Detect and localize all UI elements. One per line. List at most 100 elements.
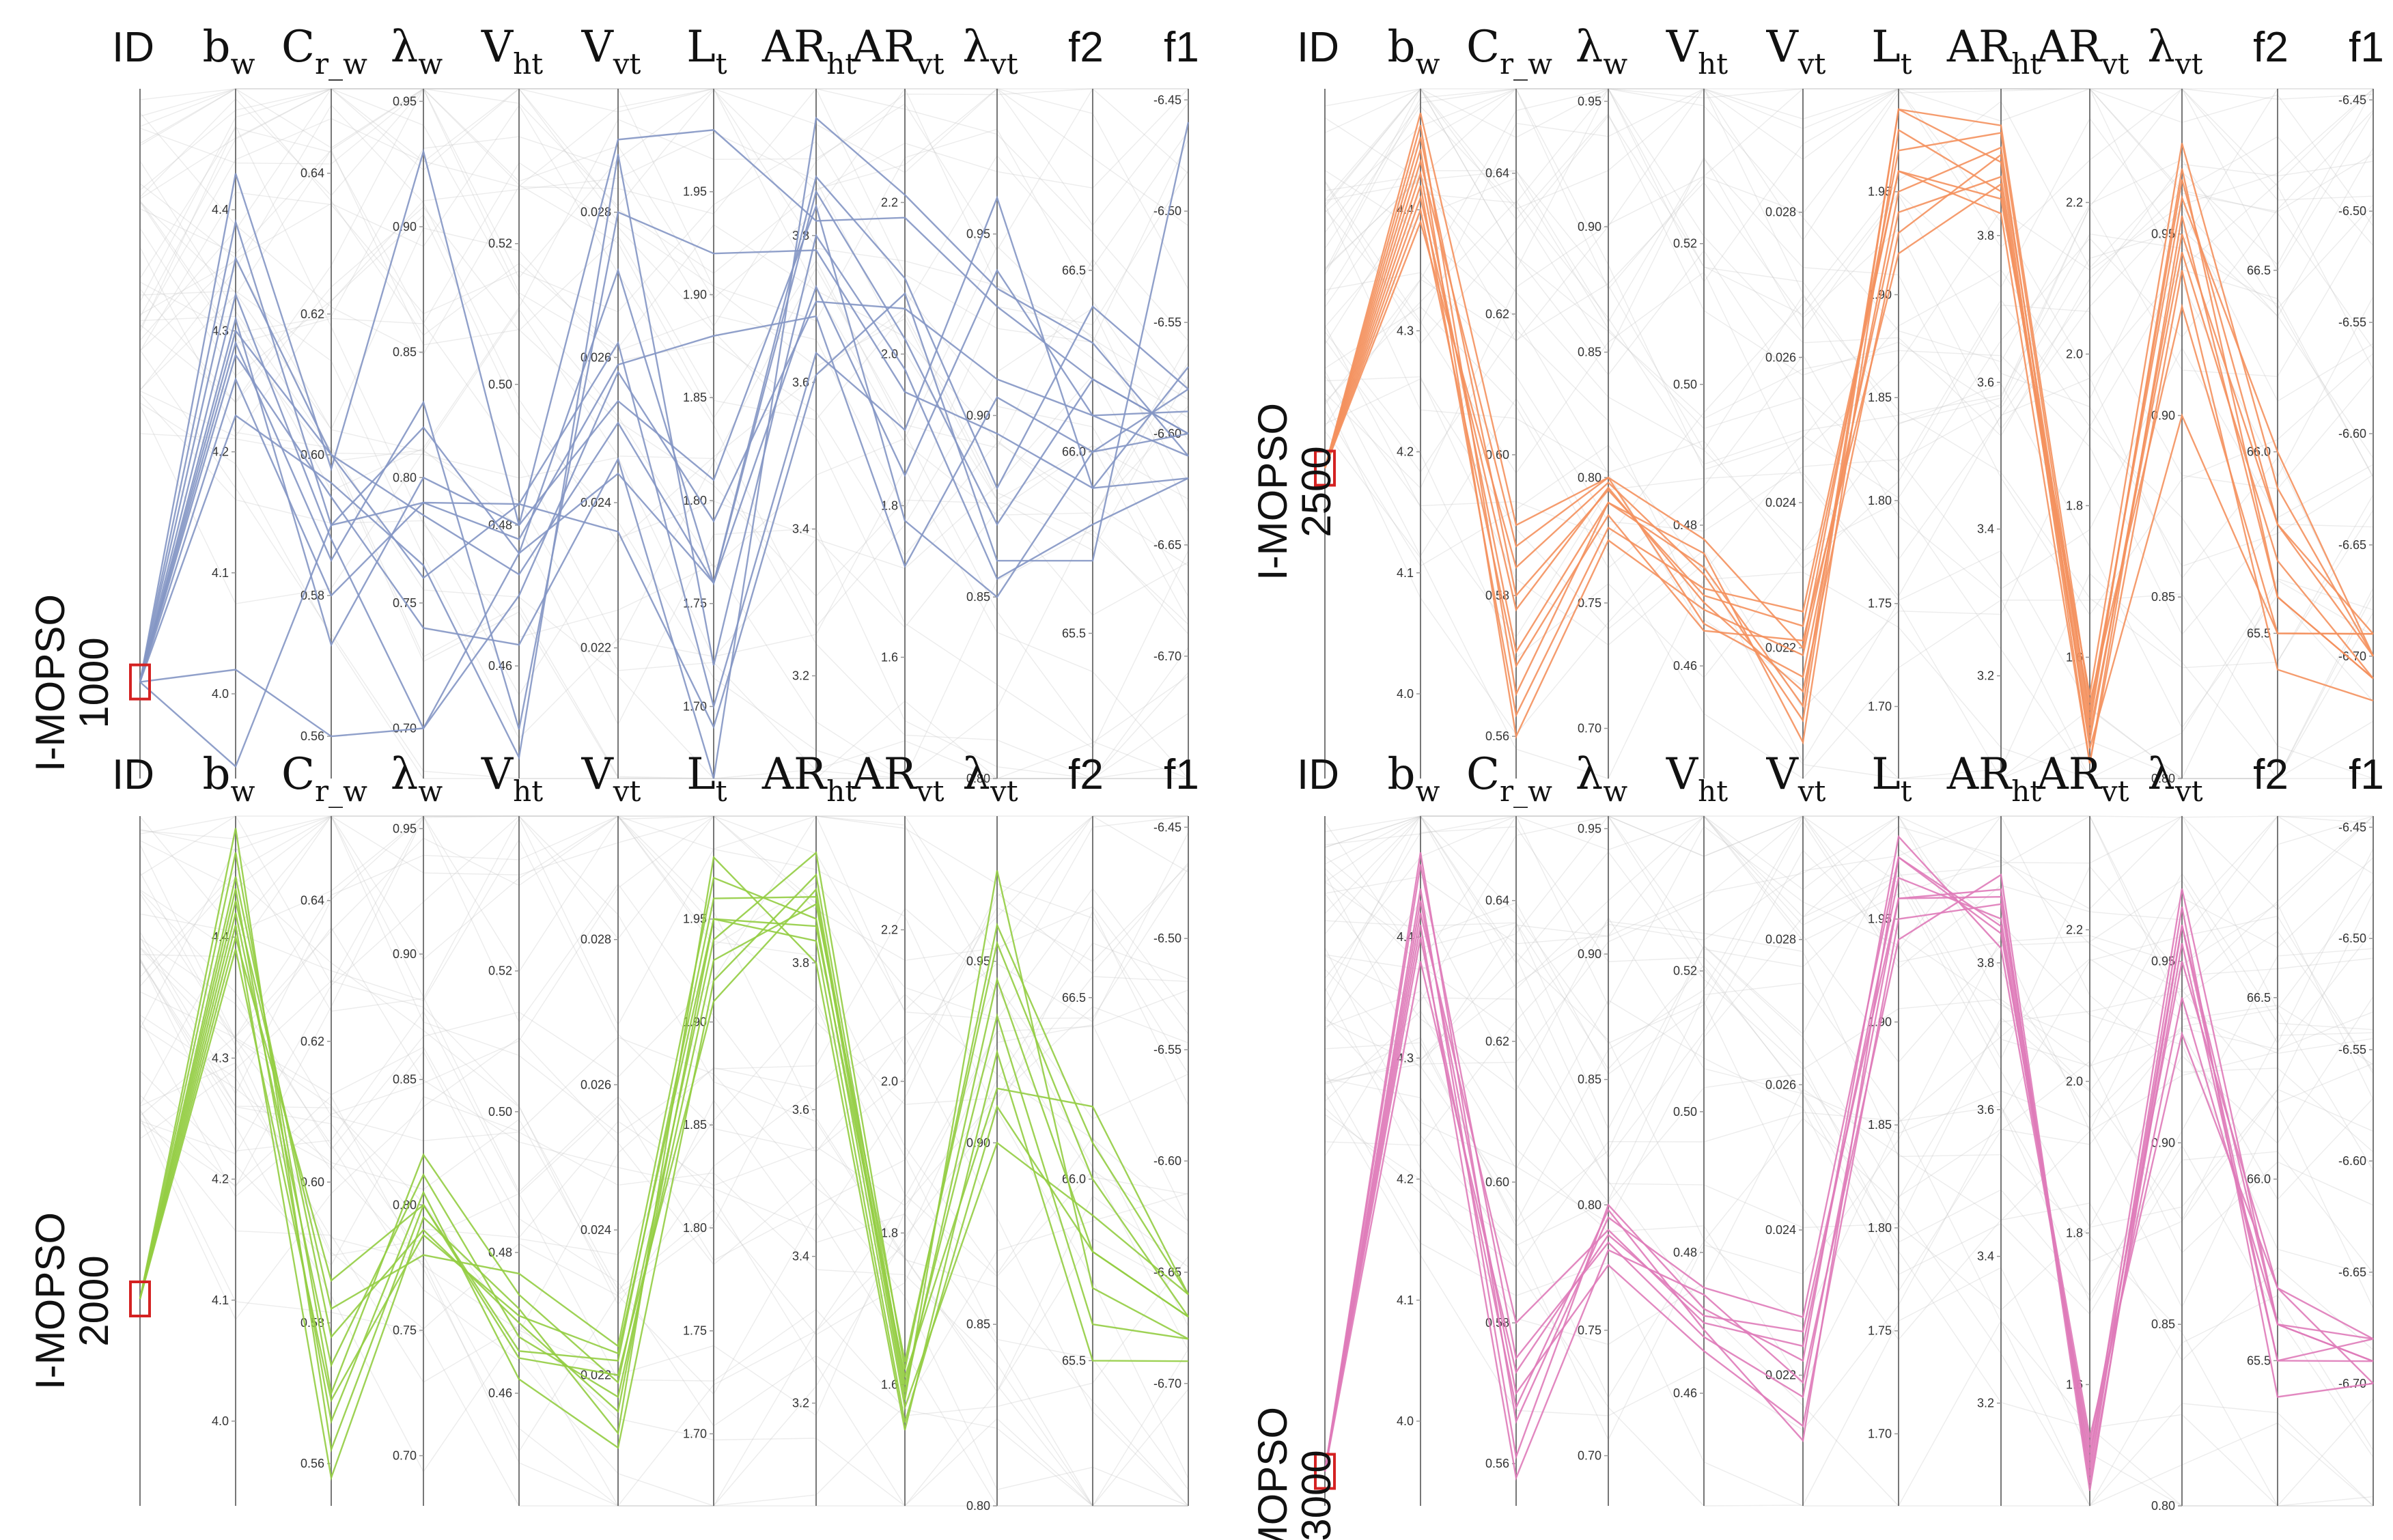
axis-header-main: V <box>581 22 615 72</box>
axis-header-subscript: vt <box>990 774 1018 808</box>
axis-header-subscript: r_w <box>1500 774 1552 808</box>
background-line <box>1324 87 2374 459</box>
series-line-8 <box>139 116 1189 779</box>
tick-label-crw: 0.60 <box>300 448 324 462</box>
tick-label-f1: -6.55 <box>1153 1043 1181 1056</box>
background-line <box>1324 180 2374 779</box>
tick-label-vvt: 0.026 <box>580 1078 611 1091</box>
background-line <box>139 815 1188 1029</box>
axis-header-subscript: t <box>716 774 727 808</box>
axis-header-main: f2 <box>1068 751 1104 798</box>
background-line <box>139 815 1188 955</box>
id-highlight-marker <box>129 663 151 701</box>
tick-label-f2: 66.5 <box>1062 991 1086 1005</box>
tick-label-bw: 4.1 <box>212 566 229 580</box>
background-line <box>1324 815 2374 1441</box>
tick-label-vht: 0.52 <box>1673 964 1697 978</box>
tick-label-bw: 4.0 <box>1397 687 1414 701</box>
tick-label-lt: 1.95 <box>683 912 707 926</box>
background-line <box>139 88 1189 501</box>
background-line <box>139 815 1189 1490</box>
axis-header-main: b <box>203 749 231 800</box>
background-line <box>139 160 1189 779</box>
background-line <box>1324 892 2374 1311</box>
background-line <box>1324 815 2374 1303</box>
tick-label-bw: 4.0 <box>1397 1414 1414 1428</box>
background-line <box>139 816 1189 1152</box>
tick-label-vht: 0.46 <box>1673 1386 1697 1400</box>
background-line <box>1324 815 2374 1063</box>
axis-header-subscript: vt <box>916 47 944 81</box>
background-line <box>139 815 1189 1507</box>
tick-label-f2: 65.5 <box>1062 626 1086 640</box>
axis-header-main: V <box>1766 22 1800 72</box>
background-line <box>1324 182 2374 430</box>
tick-label-lt: 1.75 <box>1868 1324 1892 1338</box>
axis-header-main: AR <box>1946 22 2013 72</box>
panels-group: ID4.44.34.24.14.0bw0.640.620.600.580.56C… <box>27 22 2384 1540</box>
tick-label-vht: 0.50 <box>1673 378 1697 391</box>
tick-label-lt: 1.70 <box>1868 699 1892 713</box>
background-line <box>139 1108 1188 1507</box>
axis-header-f1: f1 <box>2349 751 2384 798</box>
background-line <box>139 87 1189 511</box>
background-line <box>139 815 1189 1507</box>
tick-label-vvt: 0.028 <box>1765 206 1796 219</box>
tick-label-crw: 0.56 <box>300 1457 324 1470</box>
background-line <box>1324 815 2374 1070</box>
tick-label-vvt: 0.028 <box>580 933 611 947</box>
axis-header-subscript: r_w <box>1500 47 1552 81</box>
axis-header-ID: ID <box>112 751 154 798</box>
axis-header-lvt: λvt <box>962 22 1018 81</box>
background-line <box>139 350 1188 779</box>
axis-header-main: L <box>1871 749 1901 800</box>
tick-label-crw: 0.62 <box>300 307 324 321</box>
axis-header-subscript: vt <box>916 774 944 808</box>
axis-header-subscript: vt <box>2101 47 2129 81</box>
series-lines <box>1324 108 2375 764</box>
tick-label-f2: 66.0 <box>2247 1173 2271 1186</box>
background-line <box>1324 815 2374 1224</box>
axis-header-subscript: vt <box>1797 774 1826 808</box>
tick-label-bw: 4.1 <box>212 1293 229 1307</box>
background-line <box>1324 88 2374 639</box>
background-line <box>1324 815 2374 1083</box>
axis-header-main: λ <box>391 749 419 800</box>
background-line <box>139 104 1189 544</box>
tick-label-f1: -6.55 <box>2338 1043 2366 1056</box>
tick-label-arht: 3.4 <box>1977 522 1994 536</box>
axis-header-main: V <box>1766 749 1800 800</box>
background-line <box>1324 87 2374 290</box>
axis-header-arht: ARht <box>761 22 856 81</box>
axis-header-main: C <box>281 749 315 800</box>
tick-label-f2: 65.5 <box>2247 626 2271 640</box>
background-line <box>1324 815 2374 1075</box>
axis-header-subscript: w <box>1416 47 1440 81</box>
panel-label-iteration: 3000 <box>1293 1450 1339 1540</box>
tick-label-lt: 1.70 <box>683 1427 707 1440</box>
tick-label-vvt: 0.028 <box>580 206 611 219</box>
axis-header-main: AR <box>2036 22 2102 72</box>
tick-label-f1: -6.65 <box>1153 538 1181 552</box>
series-line-7 <box>139 211 1189 730</box>
tick-label-f2: 65.5 <box>2247 1354 2271 1367</box>
background-line <box>139 815 1189 1067</box>
background-line <box>139 124 1188 779</box>
tick-label-bw: 4.2 <box>1397 445 1414 459</box>
background-line <box>139 201 1189 567</box>
axis-header-subscript: t <box>1901 774 1912 808</box>
background-line <box>1324 815 2374 1221</box>
series-line-8 <box>1324 153 2374 726</box>
axis-header-subscript: ht <box>826 47 856 81</box>
background-line <box>139 402 1189 779</box>
axis-header-main: f1 <box>2349 24 2384 71</box>
axis-header-vht: Vht <box>1666 22 1728 81</box>
background-line <box>139 815 1189 1393</box>
axis-header-subscript: vt <box>2174 47 2203 81</box>
axis-header-main: λ <box>962 22 990 72</box>
tick-label-lvt: 0.85 <box>966 1317 990 1331</box>
tick-label-arvt: 2.0 <box>2066 1074 2083 1088</box>
background-line <box>1324 870 2374 1224</box>
background-line <box>139 290 1189 779</box>
tick-label-lw: 0.95 <box>1578 822 1601 835</box>
